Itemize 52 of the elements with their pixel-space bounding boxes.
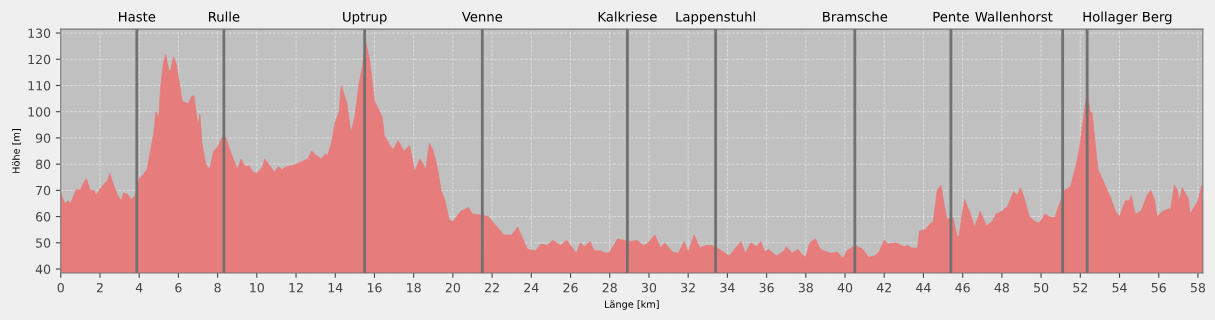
x-tick-label: 28	[602, 282, 617, 293]
y-tick-label: 110	[28, 80, 51, 91]
x-tick-label: 52	[1073, 282, 1088, 293]
y-tick-label: 40	[35, 264, 51, 274]
x-tick-label: 56	[1151, 282, 1166, 293]
x-tick-label: 54	[1112, 283, 1127, 293]
ref-line-label: Venne	[461, 11, 503, 22]
x-tick-label: 40	[837, 282, 853, 293]
ref-line-label: Haste	[119, 11, 156, 22]
y-tick-label: 80	[35, 159, 51, 170]
x-tick-label: 44	[916, 283, 931, 293]
x-tick-label: 38	[798, 282, 813, 293]
x-axis-title: Länge [km]	[605, 300, 659, 310]
x-tick-label: 30	[641, 282, 657, 293]
x-tick-label: 8	[214, 282, 221, 293]
ref-line-label: Hollager Berg	[1083, 11, 1172, 25]
y-tick-label: 70	[36, 185, 51, 196]
y-tick-label: 90	[35, 133, 51, 143]
x-tick-label: 20	[445, 282, 461, 293]
x-tick-label: 0	[57, 282, 64, 293]
x-tick-label: 24	[524, 282, 539, 293]
x-tick-label: 14	[328, 283, 343, 293]
ref-line-label: Bramsche	[823, 11, 888, 22]
y-tick-label: 130	[28, 28, 51, 38]
ref-line-label: Lappenstuhl	[676, 11, 755, 25]
y-tick-label: 120	[28, 54, 51, 65]
ref-line-label: Rulle	[208, 11, 240, 22]
x-tick-label: 34	[720, 282, 735, 293]
x-tick-label: 10	[250, 282, 264, 293]
x-tick-label: 18	[407, 282, 421, 293]
x-tick-label: 16	[367, 282, 382, 293]
y-axis-title: Höhe [m]	[12, 129, 21, 173]
x-tick-label: 4	[135, 283, 143, 293]
y-tick-label: 100	[28, 107, 51, 117]
x-tick-label: 42	[876, 282, 891, 293]
x-tick-label: 22	[485, 282, 499, 293]
ref-line-label: Kalkriese	[598, 11, 657, 22]
x-tick-label: 36	[759, 282, 774, 293]
ref-line-label: Pente	[933, 11, 969, 22]
y-tick-label: 50	[36, 238, 51, 248]
x-tick-label: 2	[96, 282, 103, 293]
x-tick-label: 32	[681, 282, 695, 293]
x-tick-label: 50	[1034, 282, 1049, 293]
x-tick-label: 58	[1190, 282, 1206, 293]
x-tick-label: 46	[955, 282, 970, 293]
y-tick-label: 60	[35, 212, 51, 222]
ref-line-label: Uptrup	[343, 11, 387, 25]
x-tick-label: 26	[563, 282, 578, 293]
x-tick-label: 6	[175, 282, 182, 293]
ref-line-label: Wallenhorst	[975, 11, 1053, 22]
x-tick-label: 48	[994, 282, 1009, 293]
x-tick-label: 12	[289, 282, 303, 293]
